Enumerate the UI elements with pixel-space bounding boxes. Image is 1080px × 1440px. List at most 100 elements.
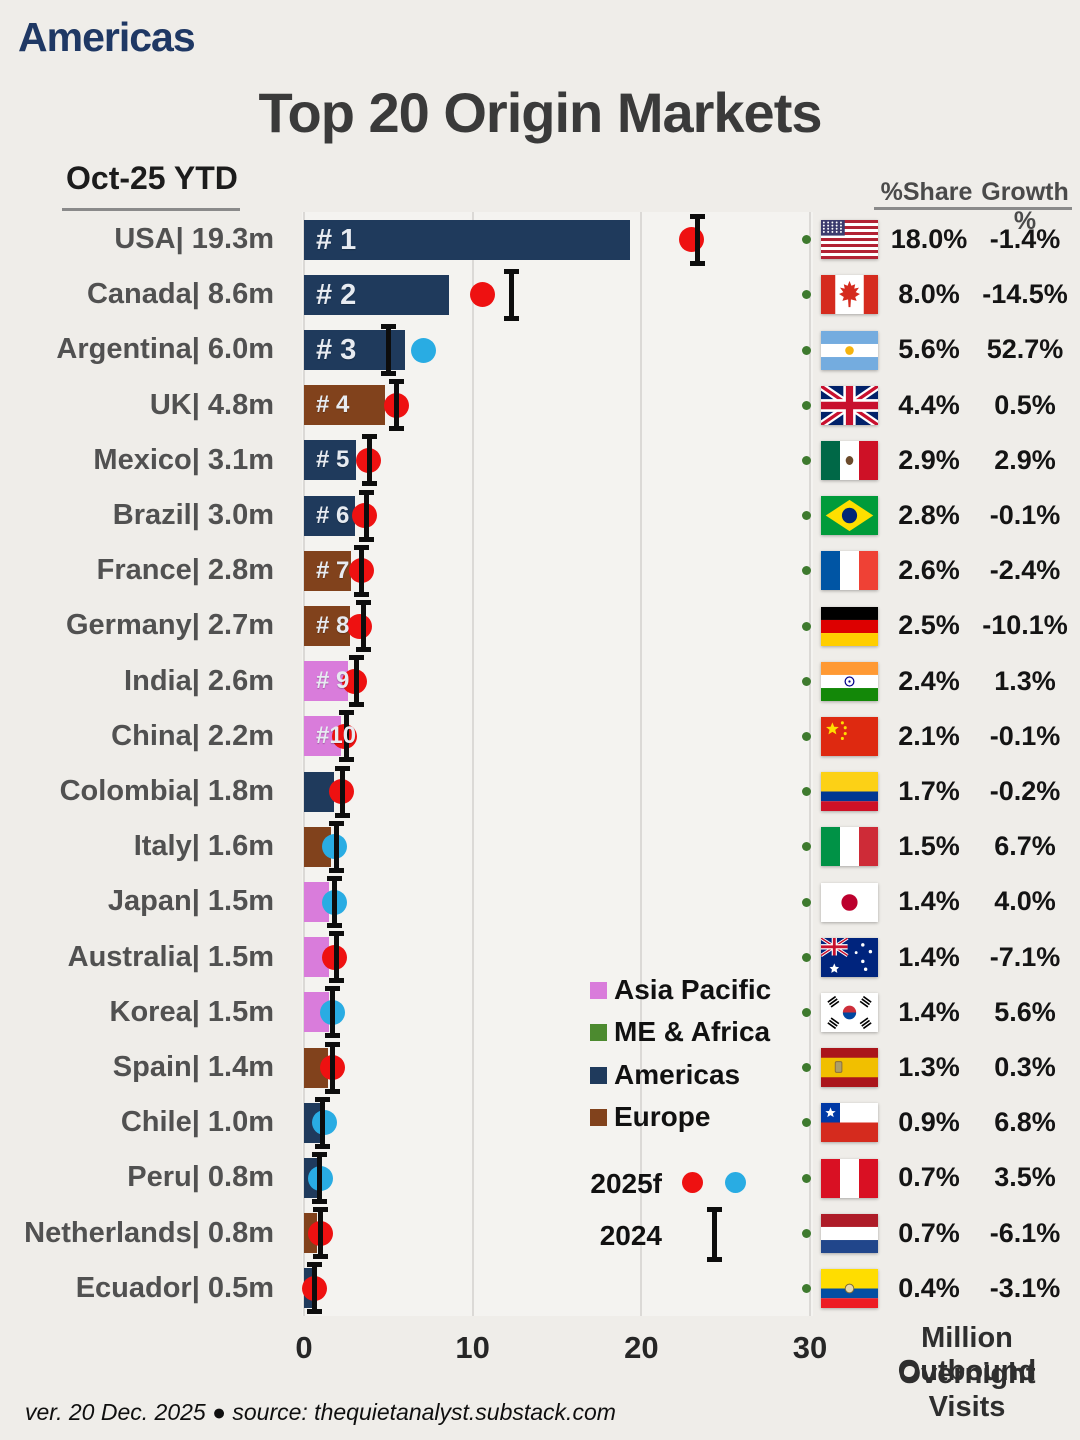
share-value-brazil: 2.8% bbox=[898, 500, 960, 530]
uk-flag-icon bbox=[821, 385, 878, 425]
error-bar-2024 bbox=[503, 268, 519, 321]
error-bar-stem bbox=[330, 1041, 336, 1094]
error-bar-2024 bbox=[362, 434, 378, 487]
netherlands-flag-icon bbox=[821, 1213, 878, 1253]
error-bar-stem bbox=[316, 1152, 322, 1204]
error-bar-stem bbox=[343, 710, 349, 763]
share-value-peru: 0.7% bbox=[898, 1162, 960, 1193]
growth-value-usa: -1.4% bbox=[989, 224, 1061, 254]
error-bar-2024 bbox=[689, 213, 705, 266]
australia-flag-icon bbox=[821, 937, 878, 977]
error-bar-bottom-cap bbox=[311, 1199, 327, 1204]
peru-flag-icon bbox=[821, 1158, 878, 1198]
row-label-france: France| 2.8m bbox=[96, 554, 274, 587]
legend-item-americas: Americas bbox=[590, 1059, 740, 1091]
green-bullet-icon bbox=[802, 1173, 811, 1183]
bar-spain bbox=[304, 1047, 328, 1088]
rank-label-china: #10 bbox=[316, 722, 357, 750]
green-bullet-icon bbox=[802, 1283, 811, 1293]
green-bullet-icon bbox=[802, 952, 811, 962]
growth-value-netherlands: -6.1% bbox=[989, 1217, 1061, 1248]
legend-swatch-icon bbox=[590, 1023, 607, 1041]
growth-value-india: 1.3% bbox=[994, 665, 1056, 696]
growth-value-argentina: 52.7% bbox=[986, 334, 1064, 365]
error-bar-bottom-cap bbox=[328, 978, 344, 984]
legend-error-bar-icon bbox=[707, 1207, 722, 1262]
row-label-mexico: Mexico| 3.1m bbox=[93, 443, 274, 476]
period-label: Oct-25 YTD bbox=[66, 160, 238, 196]
error-bar-2024 bbox=[311, 1152, 327, 1204]
share-value-china: 2.1% bbox=[898, 720, 960, 751]
error-bar-bottom-cap bbox=[325, 1033, 341, 1039]
green-bullet-icon bbox=[802, 1118, 811, 1128]
region-label: Americas bbox=[18, 14, 196, 60]
green-bullet-icon bbox=[802, 1063, 811, 1073]
growth-value-mexico: 2.9% bbox=[994, 444, 1056, 475]
footer-source-note: ver. 20 Dec. 2025 ● source: thequietanal… bbox=[25, 1399, 616, 1425]
share-value-chile: 0.9% bbox=[898, 1107, 960, 1138]
error-bar-bottom-cap bbox=[313, 1254, 329, 1260]
green-bullet-icon bbox=[802, 455, 811, 465]
growth-value-brazil: -0.1% bbox=[989, 500, 1061, 530]
row-label-japan: Japan| 1.5m bbox=[107, 885, 274, 918]
green-bullet-icon bbox=[802, 1007, 811, 1017]
row-label-chile: Chile| 1.0m bbox=[120, 1106, 274, 1139]
gridline-10 bbox=[471, 212, 474, 1316]
legend-swatch-icon bbox=[590, 1108, 607, 1126]
error-bar-stem bbox=[333, 820, 339, 873]
growth-value-ecuador: -3.1% bbox=[989, 1272, 1061, 1303]
korea-flag-icon bbox=[821, 992, 878, 1032]
rank-label-uk: # 4 bbox=[316, 391, 350, 419]
row-label-australia: Australia| 1.5m bbox=[67, 940, 274, 973]
green-bullet-icon bbox=[802, 842, 811, 852]
japan-flag-icon bbox=[821, 882, 878, 922]
share-value-usa: 18.0% bbox=[890, 224, 968, 254]
row-label-spain: Spain| 1.4m bbox=[112, 1051, 274, 1083]
share-value-uk: 4.4% bbox=[898, 389, 960, 420]
error-bar-bottom-cap bbox=[689, 260, 705, 266]
error-bar-2024 bbox=[306, 1262, 322, 1315]
germany-flag-icon bbox=[821, 606, 878, 646]
green-bullet-icon bbox=[802, 897, 811, 907]
growth-value-spain: 0.3% bbox=[994, 1052, 1056, 1082]
legend-item-me-africa: ME & Africa bbox=[590, 1016, 770, 1048]
row-label-germany: Germany| 2.7m bbox=[66, 609, 274, 642]
green-bullet-icon bbox=[802, 621, 811, 631]
row-label-colombia: Colombia| 1.8m bbox=[59, 775, 274, 807]
error-bar-2024 bbox=[325, 1041, 341, 1094]
green-bullet-icon bbox=[802, 731, 811, 741]
growth-column-header: Growth % bbox=[981, 178, 1069, 235]
green-bullet-icon bbox=[802, 511, 811, 521]
legend-label: ME & Africa bbox=[614, 1016, 771, 1047]
bar-germany bbox=[304, 606, 350, 646]
italy-flag-icon bbox=[821, 827, 878, 867]
row-label-korea: Korea| 1.5m bbox=[109, 995, 274, 1028]
green-bullet-icon bbox=[802, 787, 811, 797]
x-tick-30: 30 bbox=[792, 1330, 828, 1365]
growth-value-japan: 4.0% bbox=[994, 886, 1056, 917]
green-bullet-icon bbox=[802, 566, 811, 576]
x-axis-title-line2: Overnight Visits bbox=[898, 1358, 1036, 1423]
legend-swatch-icon bbox=[590, 1066, 607, 1084]
ecuador-flag-icon bbox=[821, 1268, 878, 1308]
error-bar-bottom-cap bbox=[315, 1143, 331, 1149]
legend-blue-dot-icon bbox=[725, 1172, 746, 1193]
growth-value-chile: 6.8% bbox=[994, 1107, 1056, 1138]
error-bar-bottom-cap bbox=[338, 757, 354, 763]
france-flag-icon bbox=[821, 551, 878, 591]
page-title: Top 20 Origin Markets bbox=[258, 81, 823, 144]
share-value-argentina: 5.6% bbox=[898, 334, 960, 365]
growth-value-australia: -7.1% bbox=[989, 941, 1061, 972]
error-bar-stem bbox=[363, 489, 369, 542]
legend-label: Europe bbox=[614, 1101, 711, 1132]
row-label-uk: UK| 4.8m bbox=[149, 388, 274, 421]
error-bar-2024 bbox=[325, 986, 341, 1039]
error-bar-2024 bbox=[313, 1207, 329, 1260]
error-bar-stem bbox=[311, 1262, 317, 1315]
bar-canada bbox=[304, 274, 450, 315]
error-bar-stem bbox=[394, 379, 400, 432]
error-bar-bottom-cap bbox=[348, 702, 364, 708]
x-tick-0: 0 bbox=[295, 1330, 313, 1365]
bar-france bbox=[304, 550, 352, 591]
